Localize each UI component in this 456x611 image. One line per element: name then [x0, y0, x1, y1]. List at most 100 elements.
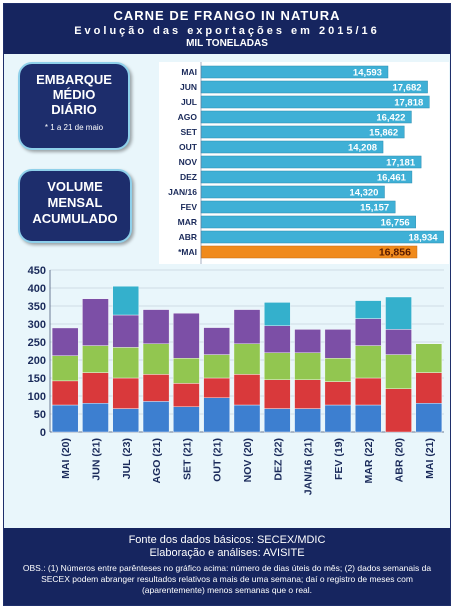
- stack-segment: [233, 374, 261, 406]
- stack-segment: [142, 401, 170, 433]
- monthly-callout-line1: VOLUME: [47, 179, 103, 194]
- x-tick-label: MAI (21): [424, 438, 436, 479]
- hbar-category-label: MAR: [178, 217, 197, 227]
- monthly-volume-callout: VOLUME MENSAL ACUMULADO: [18, 169, 132, 243]
- stack-segment: [264, 302, 291, 327]
- stack-segment: [264, 352, 291, 381]
- stack-segment: [112, 314, 140, 348]
- stack-segment: [354, 300, 382, 319]
- stack-segment: [324, 381, 352, 406]
- hbar-category-label: JAN/16: [168, 187, 197, 197]
- x-tick-label: SET (21): [181, 438, 193, 480]
- stack-segment: [51, 327, 79, 356]
- hbar-value-label: 17,818: [394, 98, 423, 109]
- hbar-category-label: SET: [180, 127, 197, 137]
- hbar-value-label: 14,208: [348, 143, 377, 154]
- x-tick-label: MAI (20): [60, 438, 72, 479]
- stack-segment: [294, 352, 321, 381]
- monthly-callout-line2: MENSAL: [47, 195, 103, 210]
- stack-segment: [354, 404, 382, 433]
- x-tick-label: OUT (21): [212, 438, 224, 482]
- hbar-category-label: OUT: [179, 142, 198, 152]
- stack-segment: [51, 380, 79, 406]
- daily-callout-line3: DIÁRIO: [51, 102, 97, 117]
- stack-segment: [233, 309, 261, 344]
- stack-segment: [385, 354, 412, 389]
- daily-callout-note: * 1 a 21 de maio: [44, 123, 104, 132]
- hbar-category-label: DEZ: [180, 172, 197, 182]
- daily-average-bar-chart: MAI 14,593 JUN 17,682 JUL 17,818 AGO 16,422 SET 1…: [159, 62, 449, 264]
- stack-segment: [112, 377, 140, 409]
- stack-segment: [82, 372, 109, 404]
- x-tick-label: JUN (21): [90, 438, 102, 481]
- hbar-category-label: ABR: [179, 232, 197, 242]
- source-text: Fonte dos dados básicos: SECEX/MDIC: [128, 534, 326, 546]
- stack-segment: [112, 408, 140, 433]
- stack-segment: [233, 404, 261, 433]
- stack-segment: [415, 402, 443, 433]
- stack-segment: [142, 343, 170, 375]
- hbar-category-label: JUL: [181, 97, 197, 107]
- hbar-value-label: 16,856: [379, 247, 411, 259]
- daily-callout-line2: MÉDIO: [52, 87, 96, 102]
- stack-segment: [173, 313, 200, 359]
- hbar-value-label: 15,862: [369, 128, 398, 139]
- y-tick-label: 100: [28, 391, 46, 403]
- hbar-category-label: JUN: [180, 82, 197, 92]
- stack-segment: [385, 329, 412, 355]
- stack-segment: [51, 355, 79, 382]
- stack-segment: [294, 329, 321, 354]
- stack-segment: [203, 327, 230, 355]
- x-tick-label: AGO (21): [151, 438, 163, 484]
- y-tick-label: 250: [28, 337, 46, 349]
- hbar-value-label: 14,593: [353, 68, 382, 79]
- stack-segment: [51, 404, 79, 433]
- stack-segment: [264, 325, 291, 353]
- footer: Fonte dos dados básicos: SECEX/MDIC Elab…: [4, 528, 450, 605]
- stack-segment: [354, 377, 382, 406]
- stack-segment: [324, 357, 352, 382]
- y-tick-label: 450: [28, 265, 46, 277]
- monthly-callout-line3: ACUMULADO: [32, 211, 118, 226]
- y-tick-label: 200: [28, 355, 46, 367]
- infographic-frame: CARNE DE FRANGO IN NATURA Evolução das e…: [3, 3, 451, 606]
- x-tick-label: DEZ (22): [272, 438, 284, 481]
- stack-segment: [264, 379, 291, 409]
- hbar-bar: [200, 230, 444, 244]
- y-tick-label: 300: [28, 319, 46, 331]
- hbar-category-label: *MAI: [178, 247, 197, 257]
- stack-segment: [385, 388, 412, 433]
- hbar-value-label: 17,181: [386, 158, 416, 169]
- stack-segment: [203, 377, 230, 398]
- stack-segment: [142, 374, 170, 402]
- y-tick-label: 400: [28, 283, 46, 295]
- daily-average-callout: EMBARQUE MÉDIO DIÁRIO * 1 a 21 de maio: [18, 62, 130, 150]
- y-tick-label: 350: [28, 301, 46, 313]
- stack-segment: [112, 286, 140, 316]
- stack-segment: [82, 402, 109, 433]
- notes-text: OBS.: (1) Números entre parênteses no gr…: [22, 563, 432, 595]
- x-tick-label: NOV (20): [242, 438, 254, 482]
- stack-segment: [354, 318, 382, 346]
- hbar-value-label: 14,320: [349, 188, 378, 199]
- y-tick-label: 0: [40, 427, 46, 439]
- unit-label: MIL TONELADAS: [186, 38, 268, 49]
- daily-callout-line1: EMBARQUE: [36, 72, 112, 87]
- stack-segment: [415, 372, 443, 404]
- stack-segment: [294, 408, 321, 433]
- analysis-text: Elaboração e análises: AVISITE: [149, 547, 305, 559]
- stack-segment: [294, 379, 321, 409]
- stack-segment: [173, 357, 200, 384]
- stack-segment: [142, 309, 170, 344]
- hbar-value-label: 16,422: [376, 113, 405, 124]
- stack-segment: [324, 329, 352, 359]
- hbar-value-label: 15,157: [360, 203, 389, 214]
- stack-segment: [415, 343, 443, 373]
- header: CARNE DE FRANGO IN NATURA Evolução das e…: [4, 4, 450, 54]
- x-tick-label: ABR (20): [394, 438, 406, 482]
- stack-segment: [354, 345, 382, 379]
- x-tick-label: JUL (23): [121, 438, 133, 479]
- y-tick-label: 50: [34, 409, 46, 421]
- stack-segment: [233, 343, 261, 375]
- hbar-category-label: NOV: [179, 157, 198, 167]
